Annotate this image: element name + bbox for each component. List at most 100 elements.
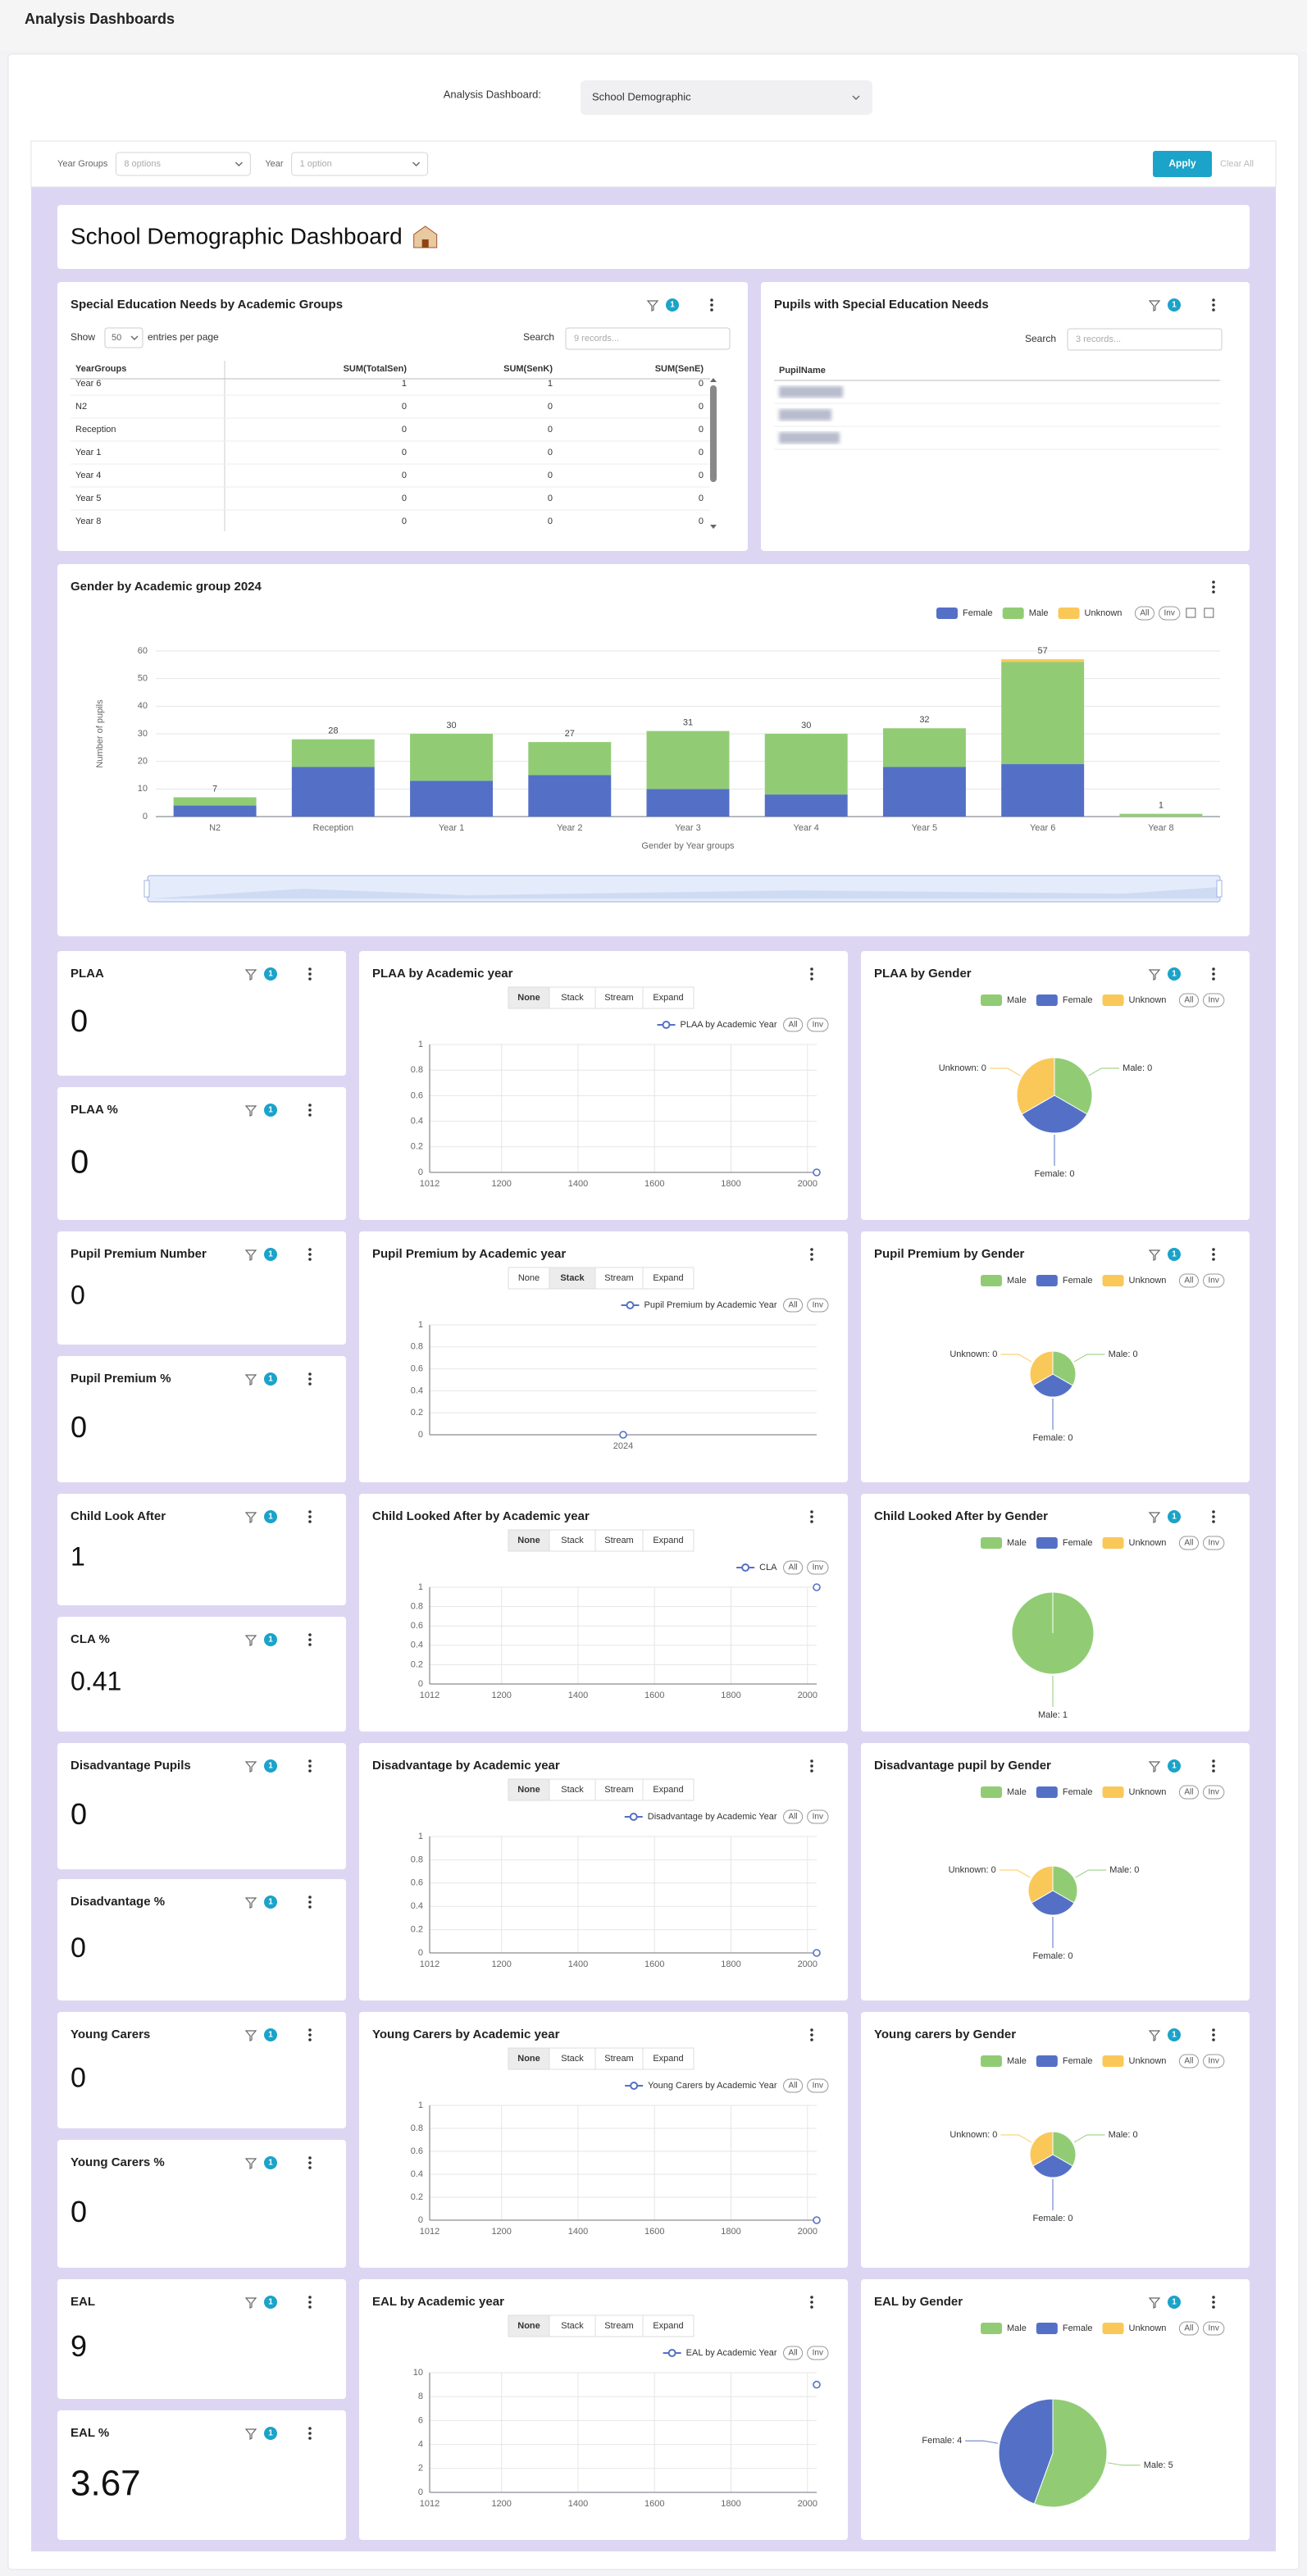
- legend-toggle-button[interactable]: [1178, 1273, 1200, 1288]
- column-header[interactable]: SUM(SenK): [503, 364, 553, 374]
- menu-button[interactable]: [308, 1510, 312, 1523]
- legend-toggle-button[interactable]: [1203, 2321, 1225, 2336]
- legend-toggle-button[interactable]: [1178, 2321, 1200, 2336]
- menu-button[interactable]: [308, 2427, 312, 2440]
- menu-button[interactable]: [308, 1759, 312, 1773]
- legend-symbol[interactable]: [741, 1563, 750, 1572]
- filter-icon[interactable]: [1148, 1761, 1161, 1773]
- legend-toggle-button[interactable]: [1203, 1536, 1225, 1550]
- legend-swatch[interactable]: [936, 608, 958, 619]
- legend-toggle-button[interactable]: [807, 1560, 829, 1575]
- filter-icon[interactable]: [1148, 969, 1161, 981]
- filter-icon[interactable]: [1148, 1249, 1161, 1261]
- filter-icon[interactable]: [1148, 2030, 1161, 2041]
- legend-swatch[interactable]: [1036, 1786, 1058, 1798]
- filter-icon[interactable]: [244, 1374, 257, 1386]
- filter-icon[interactable]: [244, 1897, 257, 1909]
- menu-button[interactable]: [810, 2028, 813, 2041]
- filter-icon[interactable]: [244, 2158, 257, 2169]
- stack-mode-button[interactable]: [642, 1778, 694, 1801]
- menu-button[interactable]: [810, 1248, 813, 1261]
- menu-button[interactable]: [810, 2296, 813, 2309]
- filter-icon[interactable]: [244, 1105, 257, 1117]
- menu-button[interactable]: [308, 2296, 312, 2309]
- stack-mode-button[interactable]: [549, 2314, 596, 2337]
- menu-button[interactable]: [1212, 1759, 1215, 1773]
- menu-button[interactable]: [810, 1510, 813, 1523]
- legend-swatch[interactable]: [981, 2055, 1002, 2067]
- stack-mode-button[interactable]: [642, 1529, 694, 1552]
- search-input[interactable]: [565, 327, 731, 350]
- filter-icon[interactable]: [244, 2297, 257, 2309]
- filter-select[interactable]: [291, 152, 429, 176]
- legend-toggle-button[interactable]: [1203, 1273, 1225, 1288]
- filter-icon[interactable]: [1148, 300, 1161, 312]
- legend-swatch[interactable]: [1058, 608, 1080, 619]
- stack-mode-button[interactable]: [549, 1267, 596, 1290]
- legend-symbol[interactable]: [630, 2082, 639, 2090]
- menu-button[interactable]: [810, 967, 813, 981]
- menu-button[interactable]: [308, 2156, 312, 2169]
- column-header[interactable]: SUM(SenE): [655, 364, 704, 374]
- legend-swatch[interactable]: [1102, 994, 1124, 1006]
- legend-swatch[interactable]: [1036, 1275, 1058, 1286]
- legend-swatch[interactable]: [1036, 994, 1058, 1006]
- stack-mode-button[interactable]: [508, 986, 550, 1009]
- legend-swatch[interactable]: [1102, 2323, 1124, 2334]
- clear-all-button[interactable]: Clear All: [1220, 159, 1254, 169]
- menu-button[interactable]: [308, 967, 312, 981]
- legend-toggle-button[interactable]: [1203, 1785, 1225, 1800]
- menu-button[interactable]: [1212, 298, 1215, 312]
- legend-symbol[interactable]: [667, 2349, 676, 2357]
- legend-toggle-button[interactable]: [783, 2078, 804, 2093]
- legend-swatch[interactable]: [1102, 2055, 1124, 2067]
- legend-swatch[interactable]: [1102, 1537, 1124, 1549]
- menu-button[interactable]: [308, 2028, 312, 2041]
- legend-swatch[interactable]: [1102, 1786, 1124, 1798]
- page-size-select[interactable]: [104, 327, 143, 348]
- dashboard-select[interactable]: [581, 80, 872, 115]
- legend-swatch[interactable]: [981, 2323, 1002, 2334]
- legend-toggle-button[interactable]: [807, 2346, 829, 2360]
- legend-toggle-button[interactable]: [783, 1809, 804, 1824]
- legend-toggle-button[interactable]: [783, 2346, 804, 2360]
- filter-icon[interactable]: [244, 1249, 257, 1261]
- stack-mode-button[interactable]: [642, 2047, 694, 2070]
- legend-toggle-button[interactable]: [1178, 1536, 1200, 1550]
- apply-button[interactable]: [1153, 151, 1212, 177]
- menu-button[interactable]: [308, 1372, 312, 1386]
- stack-mode-button[interactable]: [642, 1267, 694, 1290]
- legend-toggle-button[interactable]: [807, 1298, 829, 1313]
- menu-button[interactable]: [308, 1104, 312, 1117]
- menu-button[interactable]: [308, 1633, 312, 1646]
- menu-button[interactable]: [1212, 1510, 1215, 1523]
- filter-icon[interactable]: [1148, 1512, 1161, 1523]
- filter-icon[interactable]: [244, 1761, 257, 1773]
- legend-swatch[interactable]: [981, 1275, 1002, 1286]
- legend-toggle-button[interactable]: [1178, 2054, 1200, 2069]
- column-header[interactable]: PupilName: [779, 366, 826, 375]
- filter-icon[interactable]: [244, 1512, 257, 1523]
- menu-button[interactable]: [1212, 580, 1215, 594]
- legend-swatch[interactable]: [981, 994, 1002, 1006]
- filter-icon[interactable]: [244, 969, 257, 981]
- restore-tool[interactable]: [1204, 608, 1214, 618]
- slider-handle[interactable]: [1216, 880, 1223, 898]
- legend-symbol[interactable]: [662, 1021, 671, 1029]
- stack-mode-button[interactable]: [549, 1778, 596, 1801]
- legend-toggle-button[interactable]: [783, 1560, 804, 1575]
- filter-icon[interactable]: [244, 2030, 257, 2041]
- stack-mode-button[interactable]: [508, 1529, 550, 1552]
- stack-mode-button[interactable]: [594, 1529, 644, 1552]
- column-header[interactable]: YearGroups: [75, 364, 126, 374]
- menu-button[interactable]: [710, 298, 713, 312]
- search-input[interactable]: [1067, 328, 1223, 351]
- filter-select[interactable]: [115, 152, 251, 176]
- filter-icon[interactable]: [244, 1635, 257, 1646]
- legend-swatch[interactable]: [981, 1537, 1002, 1549]
- stack-mode-button[interactable]: [642, 986, 694, 1009]
- menu-button[interactable]: [308, 1248, 312, 1261]
- legend-swatch[interactable]: [981, 1786, 1002, 1798]
- stack-mode-button[interactable]: [508, 2314, 550, 2337]
- menu-button[interactable]: [308, 1896, 312, 1909]
